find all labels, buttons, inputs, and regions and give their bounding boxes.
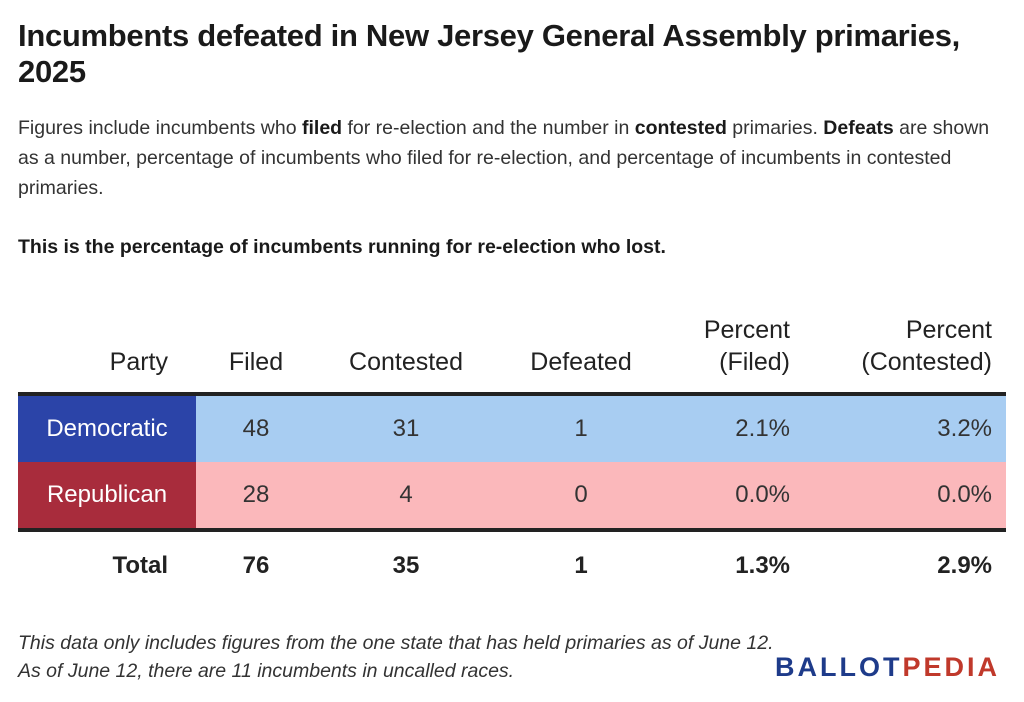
total-label: Total: [112, 552, 168, 579]
header-defeated: Defeated: [506, 346, 656, 378]
header-percent-contested-line-2: (Contested): [861, 348, 992, 376]
subtitle-bold-defeats: Defeats: [823, 117, 894, 139]
header-percent-filed-line-1: Percent: [703, 316, 790, 344]
header-percent-filed: Percent (Filed): [638, 314, 790, 378]
chart-title: Incumbents defeated in New Jersey Genera…: [18, 18, 960, 89]
ballotpedia-logo: BALLOTPEDIA: [775, 652, 1000, 682]
total-percent-contested: 2.9%: [937, 552, 992, 579]
header-percent-contested-line-1: Percent: [905, 316, 992, 344]
total-percent-filed: 1.3%: [735, 552, 790, 579]
subtitle-bold-contested: contested: [634, 117, 727, 139]
header-defeated-line-1: Defeated: [530, 348, 632, 376]
total-filed: 76: [242, 552, 270, 579]
percent-contested-cell: 0.0%: [937, 481, 992, 508]
subtitle-bold-filed: filed: [301, 117, 343, 139]
chart-subtitle: Figures include incumbents who filed for…: [18, 113, 1003, 203]
percent-filed-cell: 2.1%: [735, 415, 790, 442]
subtitle-text-2: for re-election and the number in: [342, 117, 635, 139]
total-defeated: 1: [574, 552, 588, 579]
table-header: Party Filed Contested Defeated Percent (…: [18, 312, 1006, 392]
header-percent-contested: Percent (Contested): [808, 314, 992, 378]
header-filed-line-1: Filed: [228, 348, 284, 376]
header-divider: [18, 392, 1006, 396]
logo-text-ballot: BALLOT: [774, 652, 903, 682]
header-contested: Contested: [326, 346, 486, 378]
party-cell-republican: Republican: [18, 462, 196, 528]
total-contested: 35: [392, 552, 420, 579]
subtitle-text-1: Figures include incumbents who: [18, 117, 302, 139]
header-filed: Filed: [196, 346, 316, 378]
table-row-democratic: Democratic 48 31 1 2.1% 3.2%: [18, 396, 1006, 462]
filed-cell: 48: [242, 415, 270, 442]
party-cell-democratic: Democratic: [18, 396, 196, 462]
percent-contested-cell: 3.2%: [937, 415, 992, 442]
table-row-total: Total 76 35 1 1.3% 2.9%: [18, 536, 1006, 596]
table-row-republican: Republican 28 4 0 0.0% 0.0%: [18, 462, 1006, 528]
header-contested-line-1: Contested: [349, 348, 463, 376]
header-party-line-1: Party: [109, 348, 168, 376]
logo-text-pedia: PEDIA: [902, 652, 1000, 682]
highlight-note: This is the percentage of incumbents run…: [18, 236, 666, 258]
defeated-cell: 0: [574, 481, 588, 508]
subtitle-text-4: are shown as a number, percentage of inc…: [18, 117, 990, 199]
subtitle-text-3: primaries.: [726, 117, 824, 139]
header-percent-filed-line-2: (Filed): [719, 348, 790, 376]
percent-filed-cell: 0.0%: [735, 481, 790, 508]
contested-cell: 31: [392, 415, 420, 442]
filed-cell: 28: [242, 481, 270, 508]
total-divider: [18, 528, 1006, 532]
header-party: Party: [18, 346, 168, 378]
footnote: This data only includes figures from the…: [18, 632, 774, 682]
defeated-cell: 1: [574, 415, 588, 442]
contested-cell: 4: [399, 481, 413, 508]
